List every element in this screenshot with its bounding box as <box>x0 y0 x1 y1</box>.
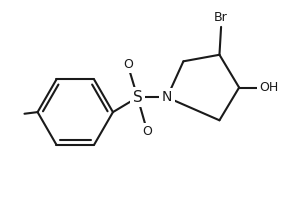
Text: Br: Br <box>214 11 228 24</box>
Text: O: O <box>123 58 133 71</box>
Text: O: O <box>142 125 152 138</box>
Text: OH: OH <box>259 81 278 94</box>
Text: S: S <box>133 90 142 105</box>
Text: N: N <box>162 90 172 104</box>
